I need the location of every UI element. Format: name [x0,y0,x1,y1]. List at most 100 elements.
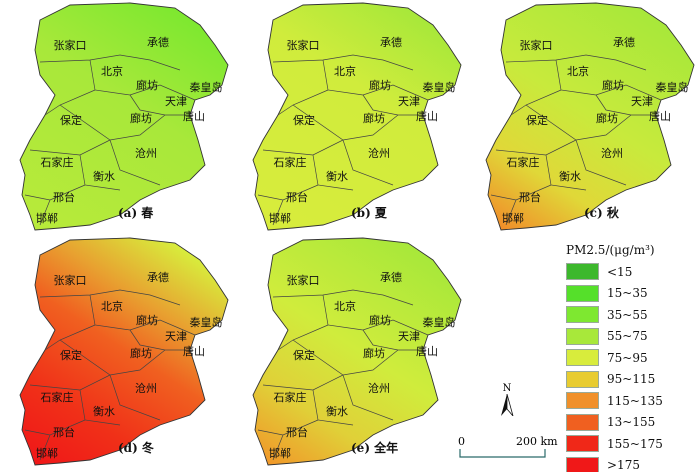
city-label: 廊坊 [363,347,385,360]
legend-label: 95~115 [607,372,656,387]
city-label: 石家庄 [506,156,540,169]
legend-swatch [566,263,599,281]
north-label: N [502,383,512,394]
city-label: 北京 [334,300,356,313]
city-label: 张家口 [53,274,87,287]
city-label: 廊坊 [363,112,385,125]
city-label: 保定 [60,349,82,362]
city-label: 邢台 [286,426,308,439]
city-label: 北京 [567,65,589,78]
city-label: 廊坊 [130,112,152,125]
city-label: 承德 [147,271,169,284]
city-label: 石家庄 [40,156,74,169]
legend-label: >175 [607,458,640,472]
city-label: 沧州 [601,147,623,160]
legend-item: <15 [566,261,663,283]
legend-label: <15 [607,264,633,279]
city-label: 承德 [380,36,402,49]
legend-item: 95~115 [566,369,663,391]
map-panel: 张家口 承德 北京 廊坊 秦皇岛 天津 唐山 保定 廊坊 石家庄 沧州 衡水 邢台 邯郸 (a) 春 [0,0,233,235]
legend-swatch [566,327,599,345]
city-label: 天津 [165,330,187,343]
city-label: 天津 [398,95,420,108]
city-label: 秦皇岛 [655,81,689,94]
legend-label: 15~35 [607,286,648,301]
city-label: 廊坊 [596,112,618,125]
legend-swatch [566,306,599,324]
legend-swatch [566,435,599,453]
scale-zero: 0 [458,435,465,448]
city-label: 沧州 [135,382,157,395]
legend-swatch [566,456,599,472]
legend-swatch [566,284,599,302]
city-label: 天津 [398,330,420,343]
city-label: 秦皇岛 [189,316,223,329]
legend-item: >175 [566,455,663,472]
city-label: 秦皇岛 [189,81,223,94]
region-map [252,237,462,466]
city-label: 北京 [101,300,123,313]
city-label: 唐山 [416,345,438,358]
legend-item: 13~155 [566,412,663,434]
city-label: 保定 [526,114,548,127]
city-label: 唐山 [183,345,205,358]
legend-label: 155~175 [607,436,663,451]
panel-label: (b) 夏 [351,206,387,220]
legend-label: 115~135 [607,393,663,408]
legend-label: 55~75 [607,329,648,344]
city-label: 衡水 [93,170,115,183]
city-label: 保定 [293,349,315,362]
region-map [19,2,229,231]
city-label: 廊坊 [602,79,624,92]
city-label: 北京 [101,65,123,78]
city-label: 张家口 [519,39,553,52]
north-arrow: N [500,383,514,419]
city-label: 邢台 [519,191,541,204]
city-label: 邯郸 [36,447,58,460]
city-label: 廊坊 [136,79,158,92]
city-label: 邯郸 [36,212,58,225]
legend-swatch [566,413,599,431]
city-label: 廊坊 [369,314,391,327]
city-label: 衡水 [93,405,115,418]
city-label: 衡水 [559,170,581,183]
panel-label: (e) 全年 [351,441,399,455]
map-panel: 张家口 承德 北京 廊坊 秦皇岛 天津 唐山 保定 廊坊 石家庄 沧州 衡水 邢台 邯郸 (e) 全年 [233,235,466,470]
city-label: 唐山 [416,110,438,123]
region-map [19,237,229,466]
legend-item: 155~175 [566,433,663,455]
city-label: 北京 [334,65,356,78]
legend-swatch [566,370,599,388]
panel-label: (a) 春 [118,206,154,220]
panel-label: (d) 冬 [118,441,154,455]
city-label: 唐山 [649,110,671,123]
map-panel: 张家口 承德 北京 廊坊 秦皇岛 天津 唐山 保定 廊坊 石家庄 沧州 衡水 邢台 邯郸 (c) 秋 [466,0,699,235]
legend-item: 115~135 [566,390,663,412]
city-label: 唐山 [183,110,205,123]
city-label: 邢台 [53,426,75,439]
city-label: 秦皇岛 [422,316,456,329]
city-label: 承德 [380,271,402,284]
legend-label: 35~55 [607,307,648,322]
city-label: 张家口 [53,39,87,52]
city-label: 廊坊 [369,79,391,92]
legend-item: 15~35 [566,283,663,305]
city-label: 天津 [631,95,653,108]
legend-item: 35~55 [566,304,663,326]
city-label: 衡水 [326,405,348,418]
legend: PM2.5/(μg/m³) <15 15~35 35~55 55~75 75~95 95~… [566,243,663,472]
city-label: 张家口 [286,39,320,52]
city-label: 沧州 [368,382,390,395]
city-label: 石家庄 [273,156,307,169]
city-label: 沧州 [135,147,157,160]
legend-label: 13~155 [607,415,656,430]
city-label: 天津 [165,95,187,108]
city-label: 保定 [60,114,82,127]
city-label: 廊坊 [130,347,152,360]
city-label: 廊坊 [136,314,158,327]
region-map [485,2,695,231]
city-label: 邢台 [286,191,308,204]
city-label: 邯郸 [269,212,291,225]
north-arrow-icon [501,393,514,417]
